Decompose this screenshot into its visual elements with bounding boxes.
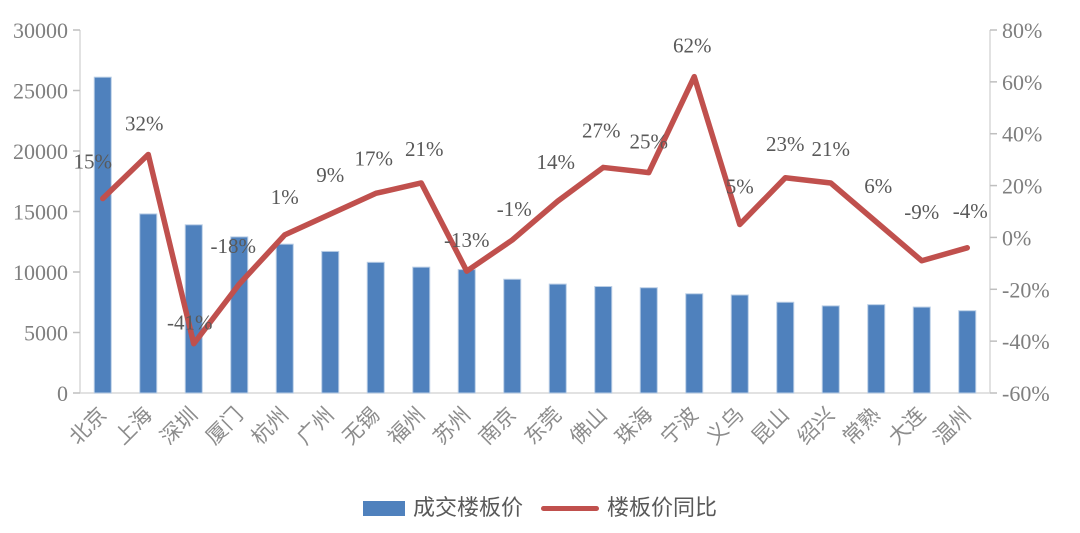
category-label: 昆山 xyxy=(747,403,794,450)
bar xyxy=(230,236,249,394)
bar xyxy=(730,294,749,394)
category-label: 珠海 xyxy=(611,403,658,450)
bar xyxy=(821,305,840,394)
data-label: 9% xyxy=(316,163,344,187)
data-label: 62% xyxy=(673,34,712,58)
legend: 成交楼板价 楼板价同比 xyxy=(0,495,1080,521)
category-label: 宁波 xyxy=(656,403,703,450)
bar xyxy=(275,243,294,394)
legend-line-swatch-icon xyxy=(541,505,599,511)
category-label: 广州 xyxy=(292,403,339,450)
data-label: 14% xyxy=(537,150,576,174)
category-label: 佛山 xyxy=(565,403,612,450)
data-label: 1% xyxy=(271,185,299,209)
data-label: 23% xyxy=(766,132,805,156)
bar xyxy=(912,306,931,394)
left-axis-tick-label: 30000 xyxy=(13,18,68,43)
bar xyxy=(776,301,795,394)
right-axis-tick-label: 80% xyxy=(1002,18,1042,43)
bar xyxy=(321,250,340,394)
data-label: -1% xyxy=(497,197,532,221)
category-label: 北京 xyxy=(65,403,112,450)
bar xyxy=(548,283,567,394)
legend-bar-label: 成交楼板价 xyxy=(412,495,523,520)
category-label: 福州 xyxy=(383,403,430,450)
bar xyxy=(639,287,658,394)
right-axis-tick-label: 20% xyxy=(1002,174,1042,199)
legend-line-label: 楼板价同比 xyxy=(607,495,718,520)
category-label: 东莞 xyxy=(520,403,567,450)
bar xyxy=(93,76,112,394)
bar xyxy=(412,266,431,394)
bar xyxy=(594,286,613,394)
category-label: 大连 xyxy=(884,403,931,450)
left-axis-tick-label: 0 xyxy=(57,381,68,406)
data-label: 21% xyxy=(405,137,444,161)
category-label: 义乌 xyxy=(702,403,749,450)
right-axis-tick-label: -20% xyxy=(1002,277,1050,302)
category-label: 无锡 xyxy=(338,403,385,450)
right-axis-tick-label: 40% xyxy=(1002,122,1042,147)
bar xyxy=(366,261,385,394)
category-label: 常熟 xyxy=(838,403,885,450)
bar xyxy=(139,213,158,394)
right-axis-tick-label: 60% xyxy=(1002,70,1042,95)
left-axis-tick-label: 5000 xyxy=(24,321,68,346)
category-label: 苏州 xyxy=(429,403,476,450)
bar xyxy=(958,310,977,394)
data-label: -18% xyxy=(211,234,257,258)
category-label: 上海 xyxy=(110,403,157,450)
data-label: 6% xyxy=(864,174,892,198)
right-axis-tick-label: -40% xyxy=(1002,329,1050,354)
category-label: 南京 xyxy=(474,403,521,450)
trend-line xyxy=(100,73,970,347)
data-label: 5% xyxy=(726,174,754,198)
category-label: 杭州 xyxy=(247,403,294,450)
category-label: 厦门 xyxy=(201,403,248,450)
category-label: 绍兴 xyxy=(793,403,840,450)
data-label: -41% xyxy=(167,311,213,335)
data-label: 17% xyxy=(355,146,394,170)
bar xyxy=(457,269,476,394)
right-axis-tick-label: -60% xyxy=(1002,381,1050,406)
left-axis-tick-label: 15000 xyxy=(13,200,68,225)
category-label: 深圳 xyxy=(156,403,203,450)
bar xyxy=(503,278,522,394)
data-label: 15% xyxy=(74,150,113,174)
left-axis-tick-label: 20000 xyxy=(13,139,68,164)
data-label: -4% xyxy=(953,199,988,223)
bar xyxy=(685,293,704,394)
left-axis-tick-label: 25000 xyxy=(13,79,68,104)
bar xyxy=(867,304,886,394)
plot-area: 30000 25000 20000 15000 10000 5000 0 80% 60% 40% 2… xyxy=(13,18,1050,450)
data-label: -13% xyxy=(444,228,490,252)
data-label: -9% xyxy=(904,200,939,224)
legend-bar-swatch-icon xyxy=(362,500,405,516)
data-label: 27% xyxy=(582,118,621,142)
data-label: 21% xyxy=(812,137,851,161)
left-axis-tick-label: 10000 xyxy=(13,260,68,285)
data-label: 25% xyxy=(630,130,669,154)
category-label: 温州 xyxy=(929,403,976,450)
right-axis-tick-label: 0% xyxy=(1002,225,1031,250)
data-label: 32% xyxy=(125,111,164,135)
